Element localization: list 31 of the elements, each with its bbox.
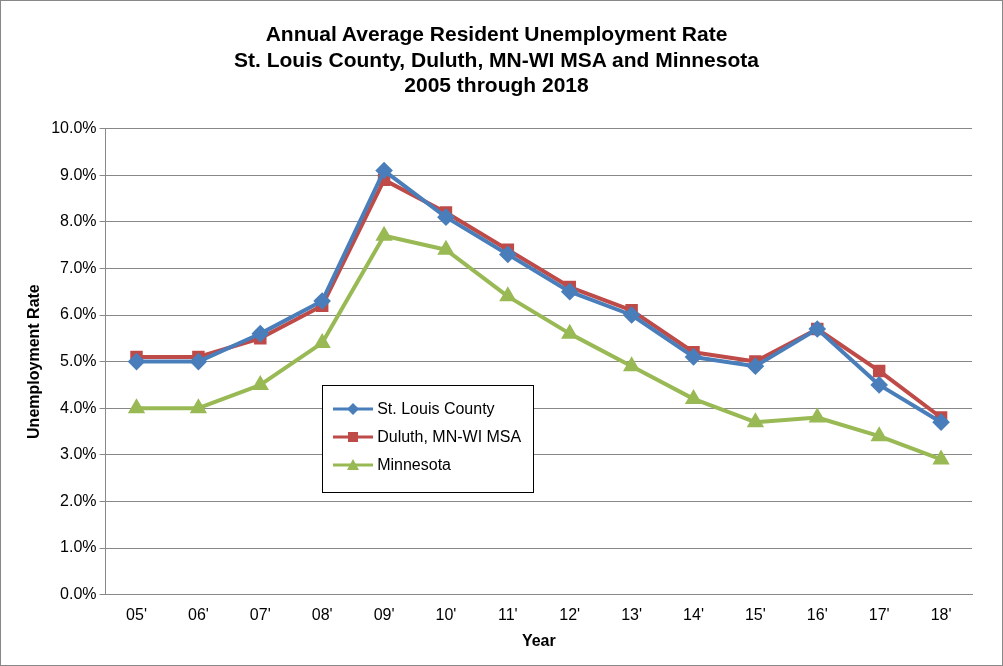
x-tick-label: 09': [373, 605, 395, 623]
y-axis-title: Unemployment Rate: [25, 284, 43, 439]
y-tick-label: 6.0%: [60, 305, 97, 323]
x-tick-label: 05': [126, 605, 147, 623]
chart-title: Annual Average Resident Unemployment Rate St. Louis County, Duluth, MN-WI MSA and Minnesota 2005 through 2018: [234, 22, 760, 96]
x-tick-label: 15': [744, 605, 766, 623]
x-axis-title: Year: [521, 631, 556, 649]
y-tick-label: 2.0%: [60, 491, 97, 509]
y-tick-label: 1.0%: [60, 538, 97, 556]
x-tick-label: 12': [559, 605, 581, 623]
x-tick-label: 17': [868, 605, 890, 623]
y-tick-label: 3.0%: [60, 445, 97, 463]
x-tick-label: 08': [311, 605, 333, 623]
x-tick-label: 16': [806, 605, 828, 623]
legend-label: Duluth, MN-WI MSA: [377, 427, 522, 446]
y-tick-label: 7.0%: [60, 258, 97, 276]
y-tick-label: 0.0%: [60, 585, 97, 603]
legend-label: Minnesota: [377, 455, 451, 474]
x-tick-label: 10': [435, 605, 457, 623]
x-tick-label: 11': [498, 605, 518, 623]
x-tick-label: 18': [930, 605, 952, 623]
x-tick-label: 07': [249, 605, 271, 623]
x-tick-label: 14': [683, 605, 704, 623]
y-tick-label: 5.0%: [60, 352, 97, 370]
y-tick-label: 4.0%: [60, 398, 97, 416]
x-tick-label: 06': [187, 605, 209, 623]
y-tick-label: 9.0%: [60, 165, 97, 183]
legend-label: St. Louis County: [377, 399, 495, 418]
x-tick-label: 13': [621, 605, 643, 623]
y-tick-label: 10.0%: [51, 119, 97, 137]
y-tick-label: 8.0%: [60, 212, 97, 230]
